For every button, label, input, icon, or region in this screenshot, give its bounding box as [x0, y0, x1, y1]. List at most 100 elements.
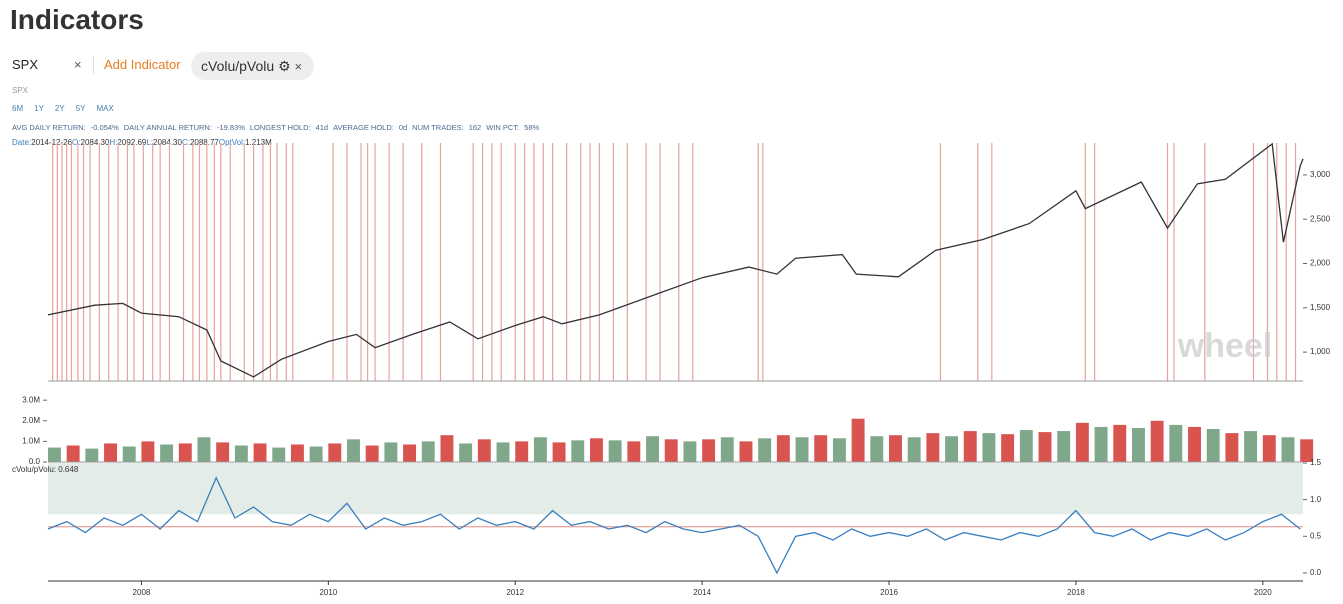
y-tick-label: 3.0M: [22, 395, 40, 404]
watermark: wheel: [1177, 327, 1272, 365]
info-value: 2084.30: [153, 138, 182, 147]
volume-bar: [1075, 422, 1089, 462]
volume-bar: [982, 433, 996, 462]
series-line: [47, 142, 1304, 378]
stat-value: 41d: [315, 123, 329, 132]
volume-bar: [683, 441, 697, 462]
info-label: OptVol:: [218, 138, 246, 147]
volume-bar: [1300, 439, 1314, 462]
volume-bar: [1244, 431, 1258, 462]
volume-bar: [870, 436, 884, 462]
volume-bar: [515, 441, 529, 462]
volume-bar: [104, 443, 117, 462]
x-tick-label: 2018: [1067, 588, 1085, 597]
volume-bar: [253, 443, 267, 462]
stat-label: WIN PCT:: [486, 123, 520, 132]
y-tick-label: 2,000: [1310, 259, 1331, 268]
add-indicator[interactable]: Add Indicator: [104, 57, 181, 72]
range-button[interactable]: 5Y: [75, 104, 86, 113]
range-button[interactable]: 1Y: [34, 104, 44, 113]
info-value: 2084.30: [80, 138, 110, 147]
volume-bar: [1281, 437, 1295, 462]
volume-bar: [589, 438, 603, 462]
volume-bar: [851, 418, 865, 462]
volume-bar: [1094, 426, 1108, 462]
volume-bar: [141, 441, 155, 462]
volume-bar: [739, 441, 753, 462]
y-tick-label: 1.0: [1310, 495, 1322, 504]
stat-label: NUM TRADES:: [412, 123, 464, 132]
volume-bar: [272, 447, 286, 462]
info-label: O:: [72, 138, 81, 147]
info-value: 2092.69: [117, 138, 147, 147]
volume-bar: [945, 436, 959, 462]
range-button[interactable]: 2Y: [54, 104, 65, 113]
volume-bar: [702, 439, 716, 462]
symbol-input[interactable]: SPX ×: [12, 57, 82, 72]
stat-label: AVG DAILY RETURN:: [12, 123, 86, 132]
info-label: Date:: [12, 138, 32, 147]
y-tick-label: 0.5: [1310, 531, 1322, 540]
volume-bar: [1057, 431, 1071, 462]
volume-bar: [403, 444, 417, 462]
range-button[interactable]: MAX: [96, 104, 114, 113]
volume-bar: [571, 440, 585, 462]
volume-bar: [1131, 427, 1145, 462]
x-tick-label: 2016: [880, 588, 898, 597]
volume-bar: [1150, 420, 1164, 462]
stat-value: 0d: [398, 123, 408, 132]
volume-bar: [1019, 430, 1033, 462]
symbol: SPX: [12, 57, 39, 72]
volume-bar: [347, 439, 360, 462]
volume-bar: [1188, 426, 1201, 462]
volume-bar: [1262, 435, 1276, 462]
volume-bar: [608, 440, 622, 462]
y-tick-label: 1,500: [1310, 303, 1331, 312]
volume-bar: [48, 447, 61, 462]
divider: [93, 56, 94, 74]
volume-bar: [814, 435, 828, 462]
volume-bar: [795, 437, 809, 462]
volume-bar: [85, 448, 99, 462]
remove-icon[interactable]: ×: [294, 59, 303, 74]
volume-bar: [832, 438, 846, 462]
y-tick-label: 2,500: [1310, 214, 1331, 223]
x-tick-label: 2020: [1254, 588, 1272, 597]
volume-bar: [1225, 433, 1239, 462]
y-tick-label: 1.0M: [22, 436, 40, 445]
symbol-label: SPX: [12, 86, 29, 95]
volume-bar: [627, 441, 641, 462]
indicator-pill[interactable]: cVolu/pVolu ⚙ ×: [191, 52, 315, 80]
volume-bar: [122, 446, 136, 462]
volume-bar: [197, 437, 211, 462]
volume-bar: [1206, 429, 1220, 462]
stats: AVG DAILY RETURN: -0.054% DAILY ANNUAL RET…: [12, 123, 544, 132]
volume-bar: [533, 437, 547, 462]
volume-bar: [1169, 424, 1183, 462]
y-tick-label: 0.0: [29, 457, 41, 466]
info-label: C:: [181, 138, 190, 147]
clear-icon[interactable]: ×: [74, 57, 82, 72]
info-value: 2088.77: [189, 138, 219, 147]
volume-bar: [907, 437, 921, 462]
settings-icon[interactable]: ⚙: [278, 58, 291, 74]
y-tick-label: 2.0M: [22, 416, 40, 425]
volume-bar: [290, 444, 304, 462]
stat-value: -0.054%: [90, 123, 119, 132]
stat-label: AVERAGE HOLD:: [333, 123, 394, 132]
x-tick-label: 2012: [506, 588, 524, 597]
info-label: L:: [146, 138, 154, 147]
ohlc-info: Date:2014-12-26O:2084.30H:2092.69L:2084.…: [12, 138, 272, 147]
band: [48, 463, 1303, 515]
stat-value: 162: [468, 123, 482, 132]
volume-bar: [459, 443, 473, 462]
stat-label: DAILY ANNUAL RETURN:: [123, 123, 212, 132]
stat-label: LONGEST HOLD:: [249, 123, 311, 132]
range-button[interactable]: 6M: [12, 104, 24, 113]
volume-bar: [1001, 434, 1015, 462]
volume-bar: [328, 443, 342, 462]
y-tick-label: 1.5: [1310, 458, 1322, 467]
volume-bar: [440, 435, 454, 462]
